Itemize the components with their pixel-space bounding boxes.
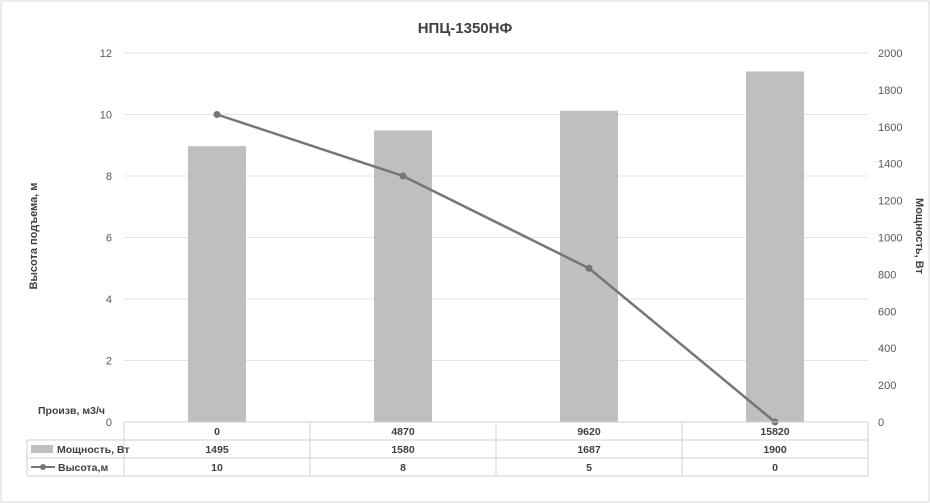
left-tick-label: 2 <box>106 356 112 368</box>
right-tick-label: 1600 <box>878 122 902 134</box>
data-label-power: 1687 <box>577 444 601 456</box>
left-axis-ticks: 0 2 4 6 8 10 12 <box>100 48 112 429</box>
legend-label-power: Мощность, Вт <box>57 444 130 456</box>
gridlines <box>124 52 868 361</box>
right-axis-ticks: 0 200 400 600 800 1000 1200 1400 1600 1800 2000 <box>878 48 902 429</box>
right-axis-title: Мощность, Вт <box>913 198 925 275</box>
left-tick-label: 8 <box>106 171 112 183</box>
legend-label-height: Высота,м <box>58 462 108 474</box>
bar <box>188 146 246 423</box>
data-label-height: 8 <box>400 462 406 474</box>
category-axis-label: Произв, м3/ч <box>38 405 105 417</box>
data-label-power: 1900 <box>763 444 787 456</box>
right-tick-label: 400 <box>878 343 896 355</box>
series-point <box>585 264 593 272</box>
category-label: 15820 <box>760 426 789 438</box>
right-tick-label: 1000 <box>878 233 902 245</box>
category-label: 4870 <box>391 426 415 438</box>
data-label-power: 1495 <box>205 444 229 456</box>
left-axis-title: Высота подъема, м <box>28 183 40 290</box>
left-tick-label: 10 <box>100 110 112 122</box>
right-tick-label: 0 <box>878 417 884 429</box>
left-tick-label: 12 <box>100 48 112 60</box>
data-label-height: 10 <box>211 462 223 474</box>
right-tick-label: 1800 <box>878 85 902 97</box>
series-line <box>216 113 776 423</box>
category-label: 9620 <box>577 426 601 438</box>
chart-title: НПЦ-1350НФ <box>418 20 513 37</box>
right-tick-label: 200 <box>878 380 896 392</box>
right-tick-label: 800 <box>878 269 896 281</box>
category-label: 0 <box>214 426 220 438</box>
right-tick-label: 1200 <box>878 196 902 208</box>
left-tick-label: 0 <box>106 417 112 429</box>
series-point <box>399 172 407 180</box>
legend-key-marker <box>40 464 46 470</box>
bar-series <box>188 71 804 423</box>
bar <box>746 71 804 422</box>
data-label-height: 0 <box>772 462 778 474</box>
legend-key-bar <box>31 445 53 453</box>
line-series <box>213 111 779 426</box>
right-tick-label: 2000 <box>878 48 902 60</box>
right-tick-label: 1400 <box>878 159 902 171</box>
left-tick-label: 4 <box>106 294 112 306</box>
left-tick-label: 6 <box>106 233 112 245</box>
data-label-height: 5 <box>586 462 592 474</box>
right-tick-label: 600 <box>878 306 896 318</box>
data-label-power: 1580 <box>391 444 415 456</box>
series-point <box>213 111 221 118</box>
